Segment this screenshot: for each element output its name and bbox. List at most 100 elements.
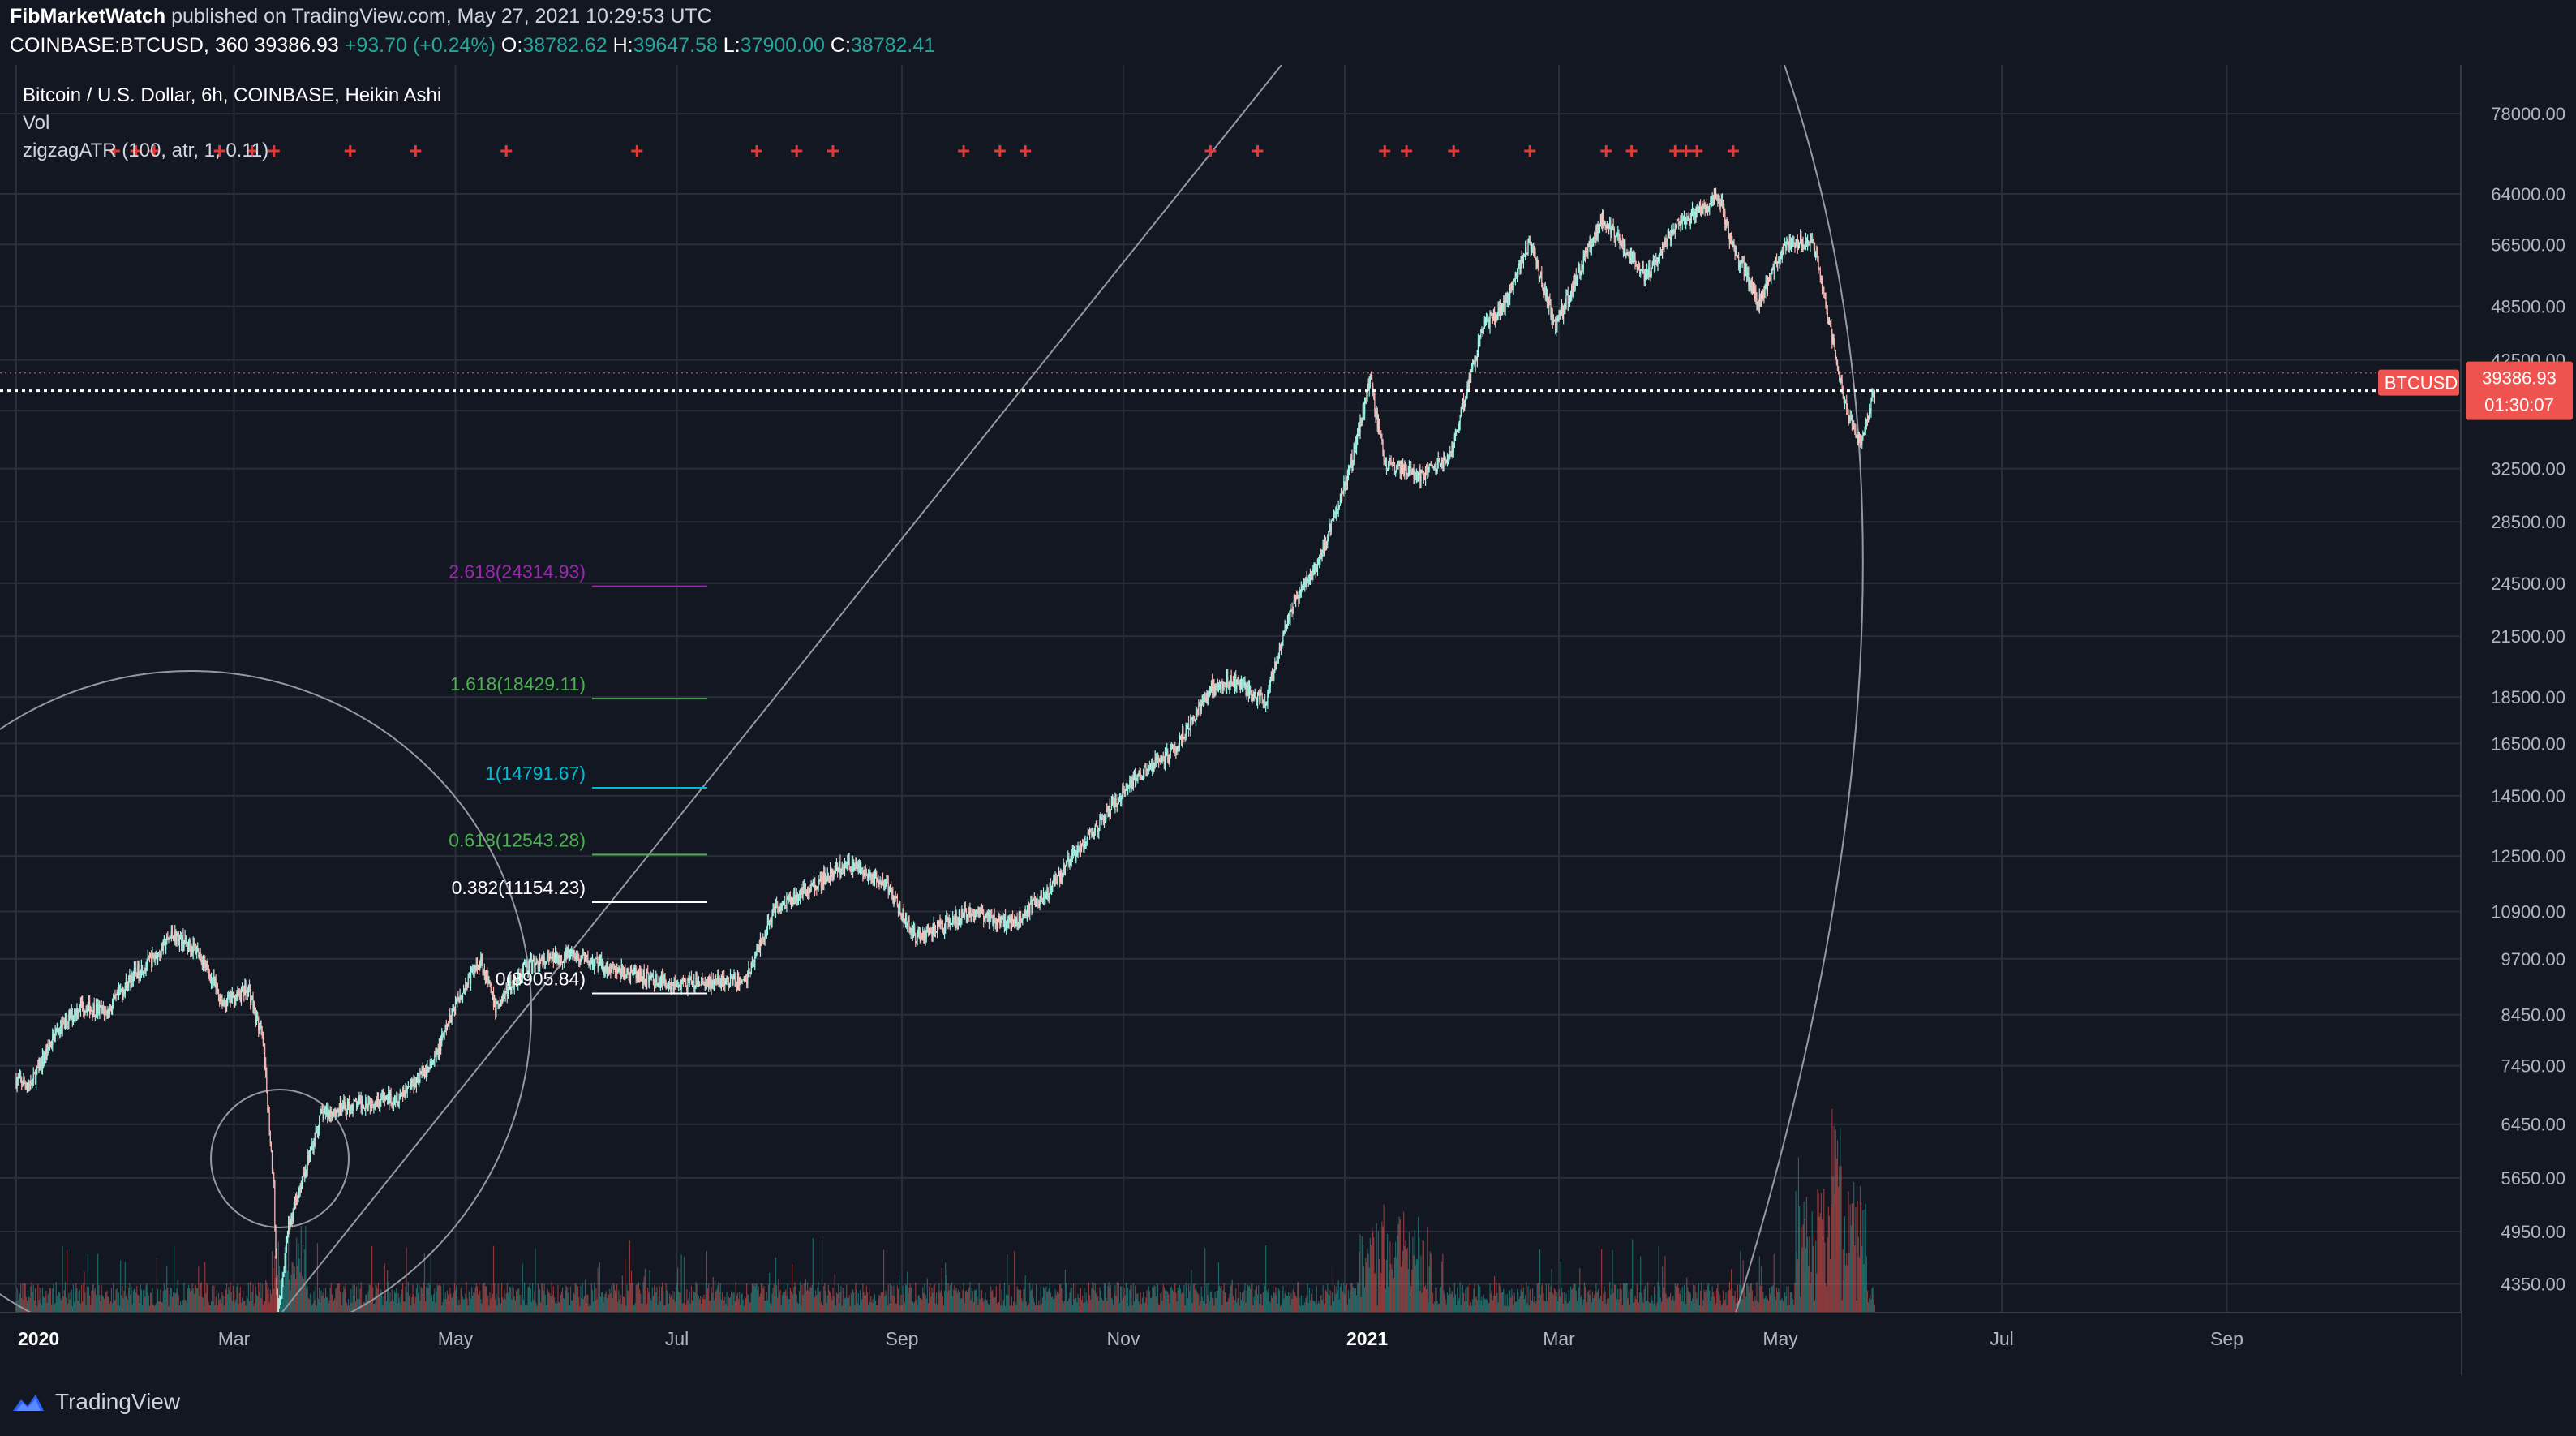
volume-bar	[1351, 1283, 1353, 1313]
candle-body	[603, 970, 605, 974]
symbol[interactable]: COINBASE:BTCUSD, 360	[10, 34, 249, 57]
volume-bar	[79, 1289, 80, 1313]
volume-bar	[80, 1285, 83, 1313]
volume-bar	[1764, 1297, 1766, 1313]
candle-body	[336, 1110, 337, 1111]
volume-bar	[1330, 1305, 1332, 1313]
volume-bar	[1073, 1299, 1075, 1313]
volume-bar	[611, 1285, 612, 1313]
candle-body	[1209, 690, 1210, 695]
volume-bar	[200, 1283, 201, 1313]
volume-bar	[1028, 1303, 1030, 1313]
volume-bar	[690, 1285, 693, 1313]
volume-bar	[1118, 1303, 1121, 1313]
candle-body	[193, 943, 195, 946]
candle-body	[1071, 851, 1073, 857]
volume-bar	[1286, 1296, 1287, 1313]
candle-body	[91, 1009, 92, 1011]
candle-body	[680, 982, 682, 990]
volume-bar	[354, 1301, 357, 1313]
volume-bar	[756, 1284, 758, 1313]
volume-bar	[219, 1300, 221, 1313]
candle-body	[1153, 765, 1155, 768]
candle-body	[962, 909, 964, 918]
candle-body	[354, 1101, 357, 1103]
candle-body	[678, 984, 680, 987]
author-name[interactable]: FibMarketWatch	[10, 5, 166, 28]
volume-bar	[693, 1292, 695, 1313]
volume-bar	[1227, 1301, 1229, 1313]
volume-bar	[1114, 1285, 1116, 1313]
volume-bar	[1434, 1301, 1436, 1313]
candle-body	[485, 970, 487, 981]
candle-body	[533, 957, 535, 962]
volume-bar	[976, 1288, 977, 1313]
volume-bar	[286, 1270, 289, 1313]
candle-body	[140, 975, 141, 977]
volume-bar	[398, 1297, 400, 1313]
candle-body	[170, 936, 171, 939]
candle-body	[907, 921, 908, 927]
volume-bar	[292, 1263, 294, 1313]
candle-body	[154, 957, 156, 960]
candle-body	[1000, 922, 1002, 925]
volume-bar	[1421, 1292, 1423, 1313]
volume-bar	[1056, 1291, 1058, 1313]
candle-body	[1313, 567, 1315, 570]
candle-body	[467, 977, 469, 987]
volume-bar	[1015, 1304, 1017, 1313]
candle-body	[1303, 584, 1305, 587]
candle-body	[1276, 658, 1277, 666]
volume-bar	[794, 1282, 796, 1313]
candle-body	[900, 914, 902, 915]
candle-body	[1056, 880, 1058, 884]
volume-bar	[747, 1294, 749, 1313]
volume-bar	[286, 1248, 288, 1313]
volume-bar	[764, 1301, 766, 1313]
volume-bar	[390, 1301, 392, 1313]
volume-bar	[973, 1290, 976, 1313]
candle-body	[672, 983, 674, 990]
volume-bar	[1149, 1298, 1152, 1313]
candle-body	[624, 967, 625, 974]
volume-bar	[1378, 1258, 1380, 1313]
volume-bar	[700, 1296, 702, 1313]
volume-bar	[1672, 1296, 1674, 1313]
volume-bar	[465, 1293, 466, 1313]
candle-body	[777, 905, 779, 907]
volume-bar	[1827, 1206, 1829, 1313]
candle-body	[1076, 852, 1078, 856]
candle-body	[715, 978, 717, 981]
volume-bar	[341, 1305, 343, 1313]
candle-body	[111, 1004, 114, 1011]
volume-bar	[282, 1275, 284, 1313]
candle-body	[1102, 819, 1104, 823]
volume-bar	[1062, 1301, 1063, 1313]
volume-bar	[298, 1258, 300, 1313]
volume-bar	[405, 1286, 406, 1313]
candle-body	[71, 1010, 73, 1021]
volume-bar	[1749, 1292, 1750, 1313]
volume-bar	[1307, 1302, 1309, 1313]
candle-body	[896, 896, 899, 905]
volume-bar	[656, 1287, 658, 1313]
volume-bar	[725, 1304, 727, 1313]
candle-body	[67, 1022, 69, 1024]
volume-bar	[1252, 1305, 1254, 1313]
candle-body	[474, 965, 476, 970]
volume-bar	[785, 1289, 787, 1313]
volume-bar	[1512, 1295, 1513, 1313]
volume-bar	[1552, 1294, 1554, 1313]
candle-body	[748, 968, 749, 973]
volume-bar	[1140, 1304, 1142, 1313]
candle-body	[1212, 681, 1213, 693]
volume-bar	[1650, 1303, 1651, 1313]
volume-bar	[838, 1283, 839, 1313]
volume-bars	[15, 1108, 1876, 1313]
volume-bar	[839, 1292, 841, 1313]
price-chart[interactable]: 2.618(24314.93)1.618(18429.11)1(14791.67…	[0, 65, 2576, 1375]
volume-bar	[1235, 1288, 1237, 1313]
candle-body	[1309, 573, 1312, 580]
volume-bar	[174, 1292, 176, 1313]
volume-bar	[1779, 1291, 1780, 1313]
